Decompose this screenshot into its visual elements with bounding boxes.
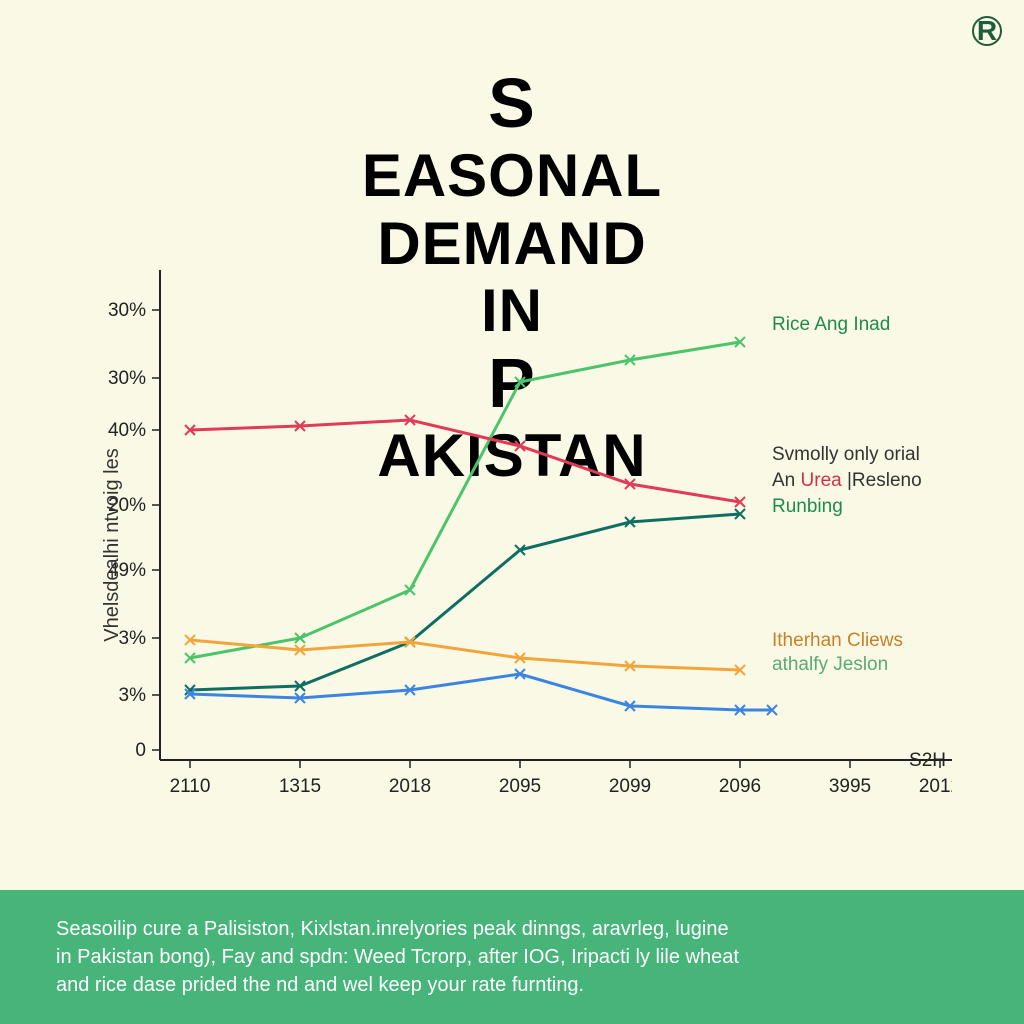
title-line1-first: S	[0, 64, 1024, 142]
chart-area: Vhelsdealhi ntvoig les 30%30%40%20%49%3%…	[72, 250, 952, 840]
svg-text:2095: 2095	[499, 776, 541, 797]
svg-text:1315: 1315	[279, 776, 321, 797]
svg-text:3995: 3995	[829, 776, 871, 797]
svg-text:2099: 2099	[609, 776, 651, 797]
caption-line1: Seasoilip cure a Palisiston, Kixlstan.in…	[56, 918, 729, 940]
caption-line3: and rice dase prided the nd and wel keep…	[56, 974, 584, 996]
svg-text:2110: 2110	[170, 776, 211, 797]
svg-text:30%: 30%	[108, 300, 146, 321]
svg-text:athalfy Jeslon: athalfy Jeslon	[772, 654, 888, 675]
svg-text:2018: 2018	[389, 776, 431, 797]
svg-text:S2H: S2H	[909, 750, 946, 771]
svg-text:Svmolly only orial: Svmolly only orial	[772, 444, 920, 465]
trademark-badge: R	[972, 16, 1002, 46]
caption-text: Seasoilip cure a Palisiston, Kixlstan.in…	[56, 915, 739, 999]
line-chart: 30%30%40%20%49%3%3%021101315201820952099…	[72, 250, 952, 840]
title-line1-rest: EASONAL	[0, 142, 1024, 209]
svg-text:3%: 3%	[119, 685, 147, 706]
svg-text:Rice Ang Inad: Rice Ang Inad	[772, 314, 890, 335]
svg-text:40%: 40%	[108, 420, 146, 441]
svg-text:30%: 30%	[108, 368, 146, 389]
y-axis-label: Vhelsdealhi ntvoig les	[101, 448, 124, 641]
svg-text:An Urea |Resleno: An Urea |Resleno	[772, 470, 922, 491]
svg-text:2012: 2012	[919, 776, 952, 797]
caption-line2: in Pakistan bong), Fay and spdn: Weed Tc…	[56, 946, 739, 968]
svg-text:Itherhan Cliews: Itherhan Cliews	[772, 630, 903, 651]
page-root: R SEASONAL DEMAND IN PAKISTAN Vhelsdealh…	[0, 0, 1024, 1024]
svg-text:0: 0	[135, 740, 146, 761]
trademark-glyph: R	[977, 15, 997, 47]
svg-text:Runbing: Runbing	[772, 496, 843, 517]
svg-text:2096: 2096	[719, 776, 761, 797]
caption-footer: Seasoilip cure a Palisiston, Kixlstan.in…	[0, 890, 1024, 1024]
